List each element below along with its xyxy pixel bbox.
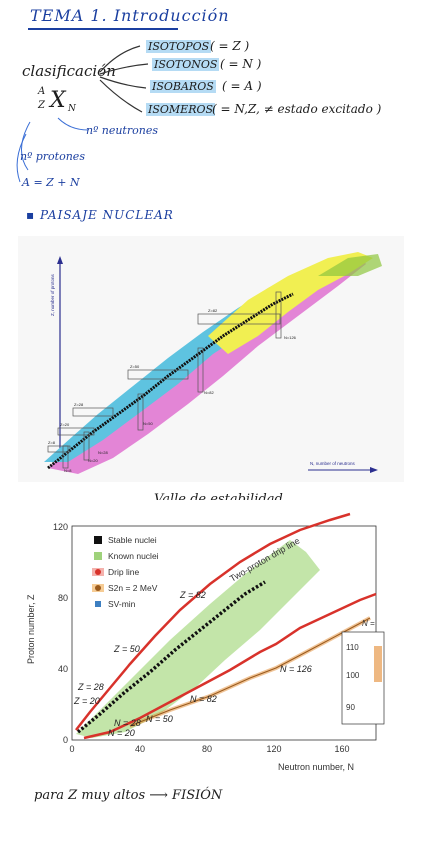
legend-svmin-marker — [95, 601, 101, 607]
inset-tick-90: 90 — [346, 703, 355, 712]
clasificacion-label: clasificación — [22, 62, 116, 80]
mass-number: A — [38, 86, 46, 97]
element-symbol: X — [50, 88, 66, 113]
page-title: TEMA 1. Introducción — [30, 6, 230, 25]
figure2-magic-n20: N = 20 — [108, 728, 135, 738]
figure1-label-n50: N=50 — [143, 421, 153, 426]
figure1-magic-n50 — [137, 393, 144, 431]
figure2-xtick-160: 160 — [334, 744, 349, 754]
figure2-two-proton-dripline — [75, 512, 351, 731]
figure1-xlabel: N, number of neutrons — [310, 461, 356, 466]
figure1-magic-z82 — [197, 313, 281, 325]
figure1-magic-z8 — [47, 445, 71, 453]
legend-svmin-label: SV-min — [108, 599, 136, 609]
figure1-label-z28: Z=28 — [74, 402, 84, 407]
paisaje-text: PAISAJE NUCLEAR — [39, 208, 174, 222]
figure1-magic-z50 — [127, 369, 189, 380]
legend-stable-swatch — [94, 536, 102, 544]
figure2-magic-z82: Z = 82 — [179, 590, 206, 600]
figure1-label-n126: N=126 — [284, 335, 297, 340]
figure1-label-n20: N=20 — [88, 458, 98, 463]
figure1-magic-n20 — [83, 431, 90, 461]
figure1-label-z82: Z=82 — [208, 308, 218, 313]
protones-note: nº protones — [20, 150, 85, 163]
figure2-s2n-line — [129, 617, 371, 727]
title-underline — [28, 28, 178, 30]
figure2-ytick-120: 120 — [53, 522, 68, 532]
atomic-number: Z — [38, 100, 45, 111]
figure1-y-arrowhead — [57, 256, 63, 264]
figure1-ylabel: Z, number of protons — [50, 273, 55, 316]
legend-s2n-label: S2n = 2 MeV — [108, 583, 158, 593]
figure2-magic-z20: Z = 20 — [73, 696, 100, 706]
figure2-magic-n50: N = 50 — [146, 714, 173, 724]
figure2-magic-n126: N = 126 — [280, 664, 312, 674]
legend-drip-label: Drip line — [108, 567, 139, 577]
bottom-note: para Z muy altos ⟶ FISIÓN — [34, 788, 223, 803]
figure1-label-n28: N=28 — [98, 450, 108, 455]
figure1-magic-n126 — [275, 291, 282, 339]
isobaros-cond: ( = A ) — [222, 79, 262, 93]
figure2-ytick-40: 40 — [58, 664, 68, 674]
figure1-magic-n82 — [197, 347, 204, 393]
figure2-xtick-120: 120 — [266, 744, 281, 754]
inset-tick-100: 100 — [346, 671, 360, 680]
figure1-label-n8: N=8 — [64, 468, 72, 473]
isomeros-label: ISOMEROS — [146, 103, 216, 116]
figure2-xlabel: Neutron number, N — [278, 762, 354, 772]
figure2-known-nuclei — [76, 540, 320, 738]
figure1-superheavy-region — [318, 254, 382, 276]
figure2-inset-edge-label: N = — [362, 619, 375, 628]
legend-known-label: Known nuclei — [108, 551, 159, 561]
nuclear-landscape-figure: Z, number of protons N, number of neutro… — [18, 236, 404, 482]
mass-equation-note: A = Z + N — [22, 176, 80, 189]
dripline-chart: Proton number, Z Neutron number, N 0 40 … — [20, 500, 406, 780]
figure2-ytick-80: 80 — [58, 593, 68, 603]
figure2-ylabel: Proton number, Z — [26, 594, 36, 664]
figure2-ytick-0: 0 — [63, 735, 68, 745]
figure1-label-z50: Z=50 — [130, 364, 140, 369]
figure2-xtick-40: 40 — [135, 744, 145, 754]
classification-arrows — [16, 45, 149, 183]
figure1-stability-valley — [47, 292, 294, 470]
figure2-magic-z28: Z = 28 — [77, 682, 104, 692]
figure2-neutron-dripline — [83, 592, 377, 740]
figure1-magic-n8 — [62, 445, 69, 469]
isotopos-cond: ( = Z ) — [210, 39, 250, 53]
legend-stable-label: Stable nuclei — [108, 535, 157, 545]
figure2-xtick-0: 0 — [69, 744, 74, 754]
isotopos-label: ISOTOPOS — [146, 40, 212, 53]
figure1-x-arrowhead — [370, 467, 378, 473]
figure2-magic-n82: N = 82 — [190, 694, 217, 704]
figure1-label-z20: Z=20 — [60, 422, 70, 427]
isobaros-label: ISOBAROS — [150, 80, 216, 93]
legend-s2n-marker — [95, 585, 101, 591]
figure2-magic-n28: N = 28 — [114, 718, 141, 728]
isomeros-cond: ( = N,Z, ≠ estado excitado ) — [212, 102, 382, 116]
legend-drip-marker — [95, 569, 101, 575]
figure1-label-n82: N=82 — [204, 390, 214, 395]
figure1-magic-z28 — [72, 407, 114, 417]
figure1-magic-z20 — [57, 427, 95, 436]
figure2-xtick-80: 80 — [202, 744, 212, 754]
isotonos-label: ISOTONOS — [152, 58, 220, 71]
figure2-magic-z50: Z = 50 — [113, 644, 140, 654]
nucleus-notation: A Z X N — [30, 86, 80, 126]
inset-band — [374, 646, 382, 682]
neutrones-note: nº neutrones — [86, 124, 158, 137]
figure2-stable-nuclei — [76, 580, 266, 734]
isotonos-cond: ( = N ) — [220, 57, 262, 71]
neutron-number: N — [68, 104, 76, 114]
figure1-unknown-region — [208, 252, 373, 354]
legend-known-swatch — [94, 552, 102, 560]
inset-tick-110: 110 — [346, 643, 359, 652]
paisaje-heading: ▪ PAISAJE NUCLEAR — [26, 208, 174, 222]
figure1-label-z8: Z=8 — [48, 440, 56, 445]
